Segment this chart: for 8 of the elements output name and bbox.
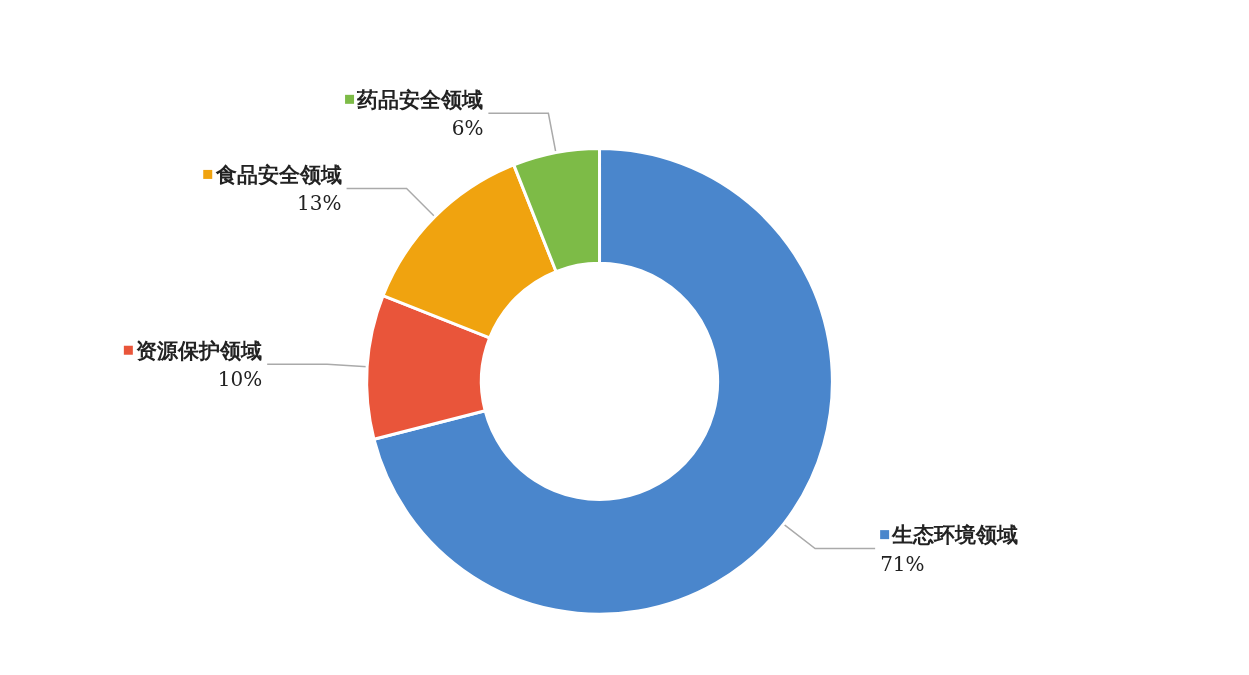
legend-label: 食品安全领域 (214, 161, 342, 187)
data-label: 6% (451, 116, 484, 141)
legend-label: 生态环境领域 (891, 522, 1019, 548)
data-label: 10% (217, 367, 263, 392)
legend-label: 资源保护领域 (136, 337, 263, 363)
data-label: 13% (297, 191, 342, 216)
data-label: 71% (880, 551, 925, 576)
legend-label: 药品安全领域 (356, 86, 484, 112)
